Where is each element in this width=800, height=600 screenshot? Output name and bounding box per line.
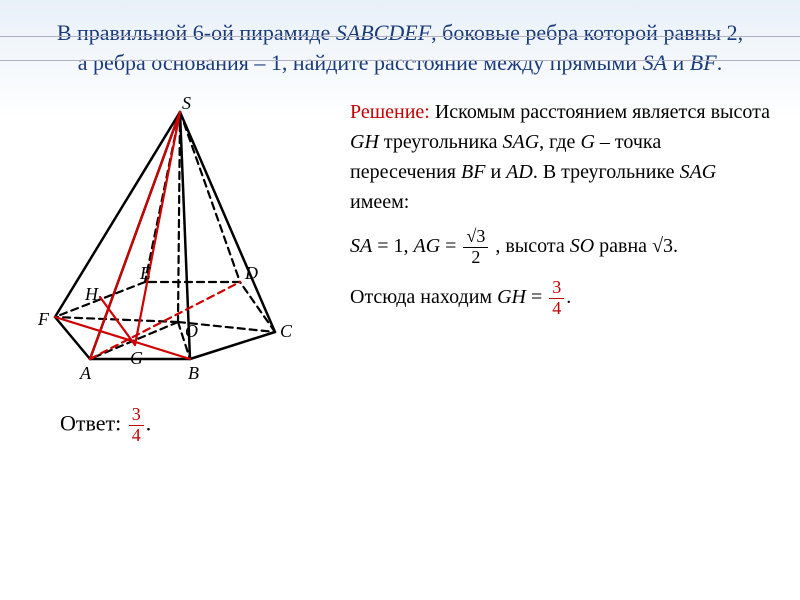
svg-text:S: S — [182, 97, 191, 113]
gh-text: Отсюда находим GH = — [350, 286, 547, 308]
svg-text:D: D — [244, 263, 258, 283]
ans-den: 4 — [129, 426, 144, 446]
solution-label: Решение: — [350, 101, 430, 123]
svg-text:A: A — [79, 363, 92, 383]
l2-end: . — [673, 235, 678, 257]
frac-3-4: 3 4 — [549, 278, 564, 319]
problem-statement: В правильной 6-ой пирамиде SABCDEF, боко… — [0, 0, 800, 77]
sqrt3: √3 — [652, 235, 673, 257]
frac-sqrt3-2: √3 2 — [463, 227, 488, 268]
sa-ag-text: SA = 1, AG = — [350, 235, 461, 257]
svg-text:E: E — [139, 263, 151, 283]
deco-line-2 — [0, 60, 800, 61]
deco-line-1 — [0, 36, 800, 37]
frac-num-2: 3 — [549, 278, 564, 299]
l3-end: . — [566, 286, 571, 308]
pyramid-figure: S A B C D E F O G H — [30, 97, 300, 387]
solution-line2: SA = 1, AG = √3 2 , высота SO равна √3. — [350, 227, 770, 268]
svg-text:H: H — [84, 284, 99, 304]
frac-den: 2 — [463, 248, 488, 268]
solution-block: Решение: Искомым расстоянием является вы… — [330, 97, 770, 387]
svg-text:O: O — [185, 321, 198, 341]
frac-num: √3 — [463, 227, 488, 248]
svg-text:G: G — [130, 348, 143, 368]
ans-end: . — [146, 411, 152, 436]
ans-num: 3 — [129, 405, 144, 426]
answer-label: Ответ: — [60, 411, 121, 436]
svg-text:C: C — [280, 321, 293, 341]
frac-den-2: 4 — [549, 299, 564, 319]
svg-text:F: F — [37, 309, 50, 329]
svg-text:B: B — [188, 363, 199, 383]
so-text: , высота SO равна — [495, 235, 652, 257]
answer-frac: 3 4 — [129, 405, 144, 446]
solution-line3: Отсюда находим GH = 3 4 . — [350, 278, 770, 319]
answer-block: Ответ: 3 4 . — [0, 405, 800, 446]
